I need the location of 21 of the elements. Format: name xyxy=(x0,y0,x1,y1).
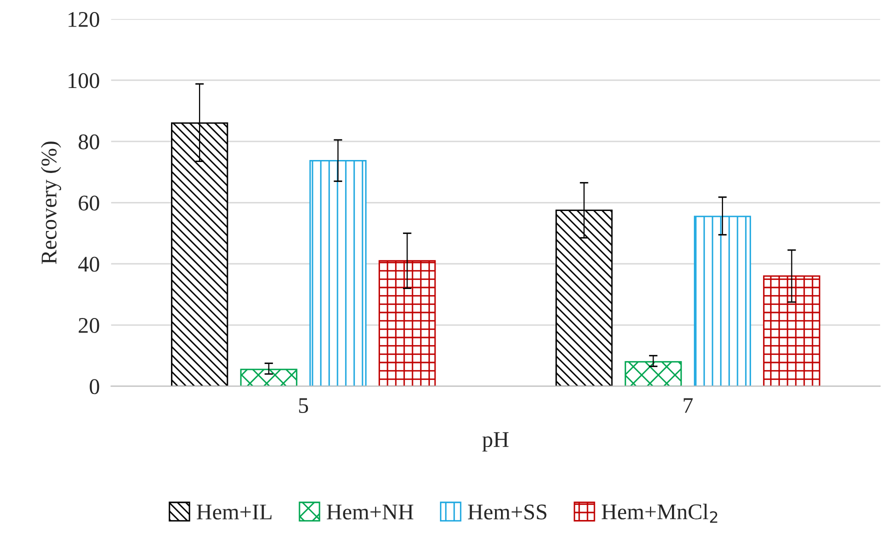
bar xyxy=(763,275,820,386)
x-tick-label: 7 xyxy=(684,398,693,413)
x-tick-label: 5 xyxy=(299,398,308,413)
y-tick-label: 0 xyxy=(90,379,100,394)
bar xyxy=(694,216,752,386)
legend-label: Hem+SS xyxy=(468,504,546,520)
y-tick-label: 20 xyxy=(78,318,100,333)
x-axis-title: pH xyxy=(482,432,509,452)
y-tick-label: 60 xyxy=(78,196,100,211)
bar xyxy=(624,361,682,386)
y-tick-label: 100 xyxy=(68,73,100,88)
y-tick-label: 40 xyxy=(78,256,100,272)
y-tick-label: 120 xyxy=(68,12,100,27)
legend-label: Hem+IL xyxy=(196,504,272,520)
legend-label: Hem+MnCl$_{2}$ xyxy=(602,504,718,523)
legend-label: Hem+NH xyxy=(326,504,414,520)
y-axis-title: Recovery (%) xyxy=(40,142,62,264)
bar xyxy=(378,260,436,386)
y-tick-label: 80 xyxy=(78,134,100,150)
bar xyxy=(309,160,367,386)
bar xyxy=(240,368,298,386)
